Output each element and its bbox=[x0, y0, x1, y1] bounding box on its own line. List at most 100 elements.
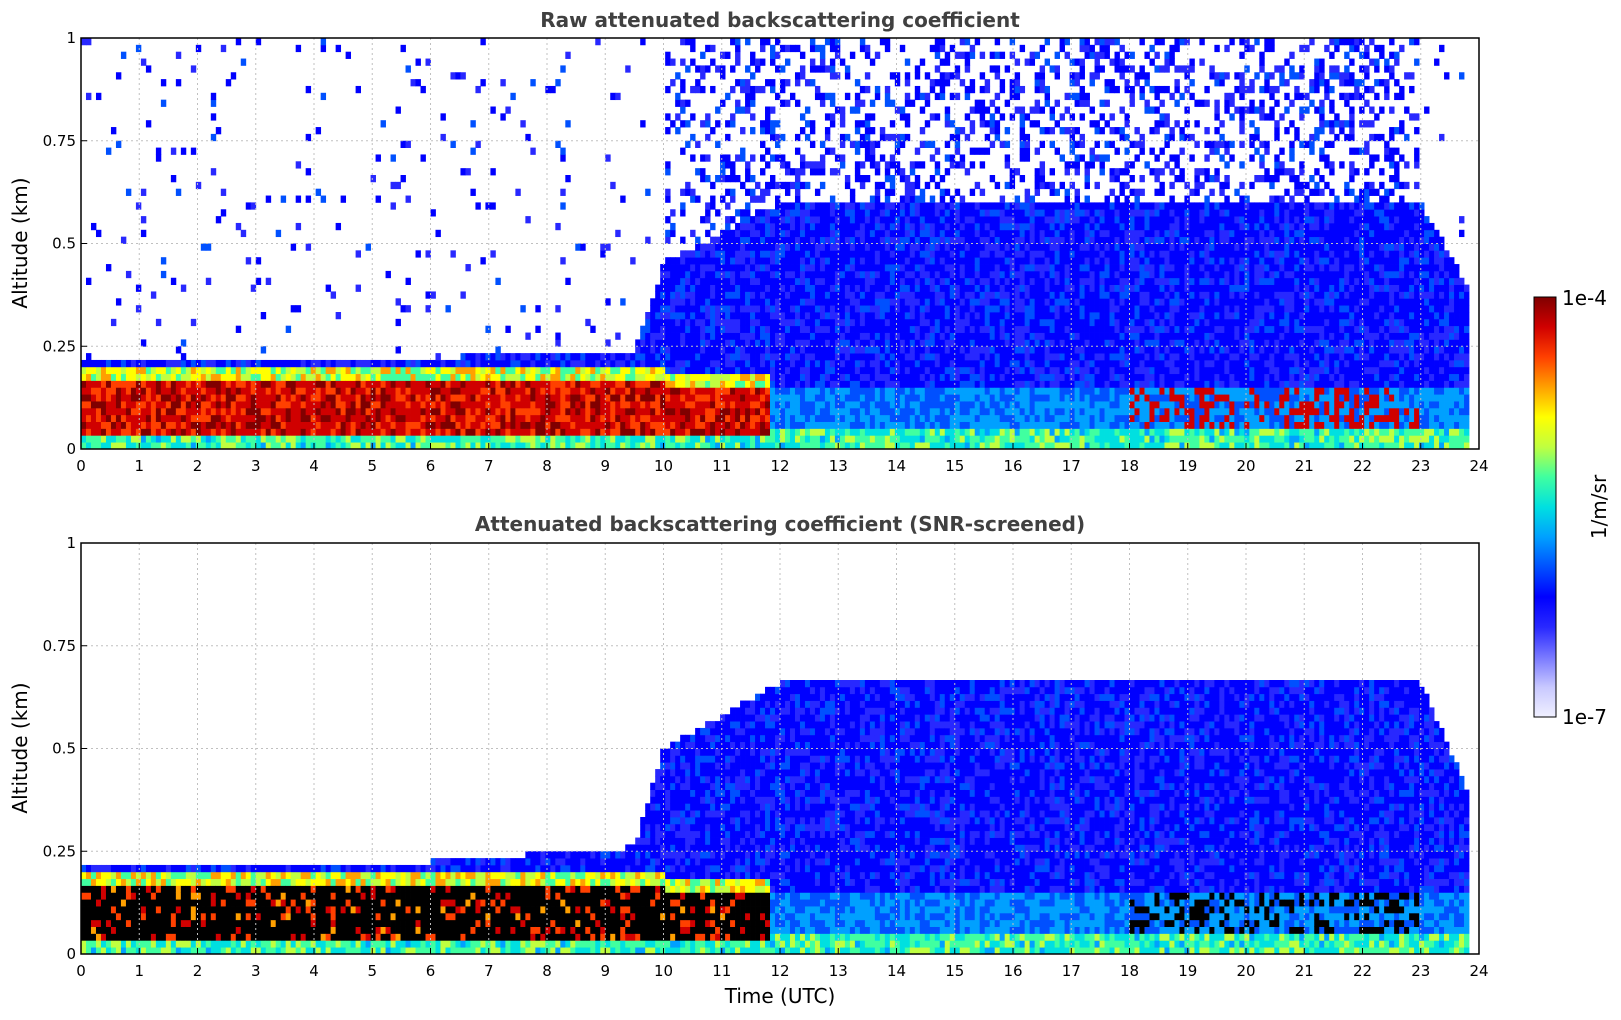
heatmap-cell bbox=[969, 305, 976, 313]
heatmap-cell bbox=[85, 394, 92, 402]
heatmap-cell bbox=[430, 359, 436, 368]
heatmap-cell bbox=[959, 291, 966, 299]
heatmap-cell bbox=[894, 243, 901, 251]
heatmap-cell bbox=[819, 442, 826, 450]
heatmap-cell bbox=[465, 407, 471, 416]
heatmap-cell bbox=[784, 58, 791, 66]
heatmap-cell bbox=[360, 414, 366, 422]
heatmap-cell bbox=[750, 277, 756, 285]
heatmap-cell bbox=[245, 387, 252, 395]
heatmap-cell bbox=[320, 428, 327, 436]
heatmap-cell bbox=[809, 79, 816, 87]
heatmap-cell bbox=[540, 428, 546, 436]
heatmap-cell bbox=[804, 442, 811, 450]
heatmap-cell bbox=[914, 216, 921, 224]
heatmap-cell bbox=[515, 435, 521, 443]
heatmap-cell bbox=[105, 442, 112, 450]
heatmap-cell bbox=[824, 243, 831, 251]
heatmap-cell bbox=[635, 346, 641, 354]
heatmap-cell bbox=[585, 387, 591, 395]
heatmap-cell bbox=[305, 428, 312, 436]
heatmap-cell bbox=[655, 380, 661, 388]
heatmap-cell bbox=[1014, 168, 1021, 176]
heatmap-cell bbox=[500, 435, 506, 443]
heatmap-cell bbox=[705, 312, 711, 320]
heatmap-cell bbox=[725, 236, 731, 244]
heatmap-cell bbox=[655, 346, 661, 354]
heatmap-cell bbox=[974, 181, 981, 190]
heatmap-cell bbox=[710, 325, 716, 333]
heatmap-cell bbox=[425, 414, 431, 422]
heatmap-cell bbox=[1019, 435, 1026, 443]
heatmap-cell bbox=[690, 394, 696, 402]
heatmap-cell bbox=[640, 325, 646, 333]
heatmap-cell bbox=[844, 312, 851, 320]
heatmap-cell bbox=[780, 298, 786, 306]
heatmap-cell bbox=[839, 380, 846, 388]
heatmap-cell bbox=[884, 264, 891, 272]
heatmap-cell bbox=[864, 147, 871, 155]
heatmap-cell bbox=[600, 243, 606, 251]
heatmap-cell bbox=[909, 373, 916, 381]
heatmap-cell bbox=[869, 387, 876, 395]
heatmap-cell bbox=[1009, 414, 1016, 422]
heatmap-cell bbox=[884, 270, 891, 279]
heatmap-cell bbox=[720, 312, 726, 320]
heatmap-cell bbox=[420, 380, 426, 388]
heatmap-cell bbox=[570, 353, 576, 361]
heatmap-cell bbox=[735, 298, 741, 306]
heatmap-cell bbox=[505, 387, 511, 395]
heatmap-cell bbox=[775, 366, 781, 375]
heatmap-cell bbox=[745, 85, 751, 94]
heatmap-cell bbox=[839, 161, 846, 169]
heatmap-cell bbox=[465, 373, 471, 381]
heatmap-cell bbox=[750, 264, 756, 272]
heatmap-cell bbox=[300, 414, 307, 422]
heatmap-cell bbox=[819, 229, 826, 238]
heatmap-cell bbox=[135, 359, 142, 368]
heatmap-cell bbox=[889, 312, 896, 320]
heatmap-cell bbox=[270, 428, 277, 436]
heatmap-cell bbox=[225, 442, 232, 450]
heatmap-cell bbox=[819, 270, 826, 279]
heatmap-cell bbox=[700, 339, 706, 347]
heatmap-cell bbox=[974, 380, 981, 388]
heatmap-cell bbox=[450, 428, 456, 436]
heatmap-cell bbox=[250, 366, 257, 375]
heatmap-cell bbox=[809, 359, 816, 368]
heatmap-cell bbox=[939, 229, 946, 238]
heatmap-cell bbox=[824, 428, 831, 436]
heatmap-cell bbox=[949, 72, 956, 80]
heatmap-cell bbox=[405, 277, 411, 285]
heatmap-cell bbox=[829, 72, 836, 80]
heatmap-cell bbox=[530, 435, 536, 443]
heatmap-cell bbox=[745, 277, 751, 285]
heatmap-cell bbox=[660, 291, 666, 299]
heatmap-cell bbox=[869, 140, 876, 148]
heatmap-cell bbox=[230, 428, 237, 436]
heatmap-cell bbox=[635, 435, 641, 443]
heatmap-cell bbox=[775, 442, 781, 450]
heatmap-cell bbox=[360, 366, 366, 375]
heatmap-cell bbox=[839, 120, 846, 128]
heatmap-cell bbox=[680, 387, 686, 395]
heatmap-cell bbox=[695, 79, 701, 87]
heatmap-cell bbox=[834, 277, 841, 285]
heatmap-cell bbox=[695, 407, 701, 416]
heatmap-cell bbox=[705, 435, 711, 443]
heatmap-cell bbox=[989, 421, 996, 429]
heatmap-cell bbox=[300, 428, 307, 436]
heatmap-cell bbox=[525, 387, 531, 395]
heatmap-cell bbox=[839, 359, 846, 368]
heatmap-cell bbox=[740, 236, 746, 244]
heatmap-cell bbox=[894, 72, 901, 80]
heatmap-cell bbox=[170, 421, 177, 429]
heatmap-cell bbox=[994, 202, 1001, 210]
heatmap-cell bbox=[490, 202, 496, 210]
heatmap-cell bbox=[310, 373, 317, 381]
heatmap-cell bbox=[585, 380, 591, 388]
heatmap-cell bbox=[175, 428, 182, 436]
heatmap-cell bbox=[525, 407, 531, 416]
heatmap-cell bbox=[735, 442, 741, 450]
